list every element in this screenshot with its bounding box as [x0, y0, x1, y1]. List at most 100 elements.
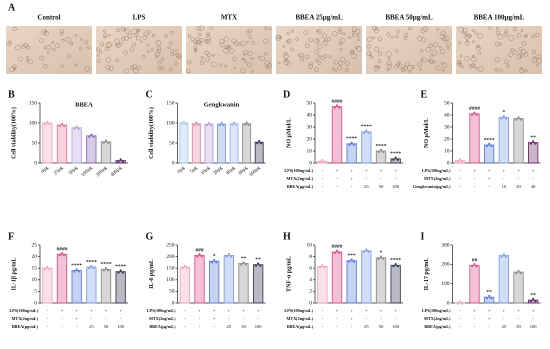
cell [340, 37, 345, 43]
cell [440, 30, 446, 36]
cell [282, 45, 286, 48]
cell [315, 58, 319, 62]
data-point [220, 121, 223, 125]
data-point [184, 122, 187, 126]
cell [403, 32, 409, 38]
cell [387, 64, 392, 70]
cell [498, 42, 503, 46]
cell [338, 30, 342, 34]
cell [438, 45, 442, 49]
cell [290, 29, 295, 33]
cell [344, 61, 350, 67]
cell [385, 51, 392, 57]
significance: **** [484, 137, 495, 143]
cell [25, 56, 29, 60]
cell [51, 41, 55, 45]
cell [231, 38, 237, 44]
cell [207, 53, 211, 58]
cell [395, 49, 399, 53]
condition-cell: + [503, 168, 506, 173]
condition-cell: - [459, 176, 461, 181]
condition-cell: - [322, 168, 324, 173]
condition-cell: - [184, 308, 186, 313]
data-point [180, 122, 183, 126]
y-tick-label: 10 [307, 148, 313, 154]
bar [498, 116, 509, 164]
data-point [73, 270, 76, 273]
condition-cell: - [395, 176, 397, 181]
data-point [490, 144, 493, 148]
y-tick-label: 50 [169, 140, 175, 146]
x-tick-label: 80μg [238, 165, 249, 176]
bar [484, 144, 495, 164]
condition-cell: - [91, 316, 93, 321]
panel-letter: C [146, 89, 153, 100]
condition-cell: 25 [502, 324, 507, 329]
x-tick-label: 200μg [96, 165, 109, 178]
condition-cell: + [228, 308, 231, 313]
cell [394, 34, 399, 39]
cell [118, 41, 123, 46]
cell [154, 51, 161, 57]
cell [131, 28, 137, 35]
data-point [475, 113, 478, 116]
cell [342, 32, 346, 36]
y-tick-label: 150 [166, 100, 175, 106]
cell [303, 30, 309, 35]
cell [23, 42, 28, 48]
cell [429, 54, 433, 58]
condition-cell: + [90, 308, 93, 313]
bar [469, 113, 480, 164]
cell [160, 66, 165, 71]
data-point [258, 139, 261, 143]
cell [373, 46, 380, 53]
cell [442, 68, 445, 72]
cell [286, 61, 292, 67]
cell [116, 28, 120, 33]
cell [309, 62, 314, 67]
data-point [517, 116, 520, 119]
data-point [323, 161, 326, 164]
condition-cell: 25 [364, 324, 369, 329]
data-point [532, 297, 535, 300]
image-label: BBEA 100μg/mL [474, 14, 525, 22]
data-point [44, 268, 47, 271]
condition-label: Gengkwanin(μg/mL) [413, 184, 451, 189]
cell [155, 40, 162, 46]
bar [254, 141, 264, 164]
cell [513, 50, 518, 56]
condition-label: LPS(100ng/mL) [284, 168, 313, 173]
cell [259, 55, 265, 62]
cell [395, 62, 401, 67]
condition-cell: + [105, 308, 108, 313]
cell [531, 49, 537, 55]
cell [199, 25, 205, 31]
cell [366, 36, 373, 43]
image-label: BBEA 50μg/mL [385, 14, 433, 22]
data-point [500, 117, 503, 120]
cell [146, 43, 150, 47]
condition-label: LPS(100ng/mL) [422, 308, 451, 313]
cell [242, 57, 246, 61]
data-point [323, 266, 326, 269]
data-point [352, 260, 355, 263]
cell [115, 43, 118, 47]
cell [18, 56, 24, 62]
panel-letter: G [146, 231, 154, 242]
x-tick-label: 160μg [249, 165, 262, 178]
data-point [60, 251, 64, 255]
significance: **** [115, 264, 126, 270]
cell [488, 26, 492, 30]
cell [372, 36, 376, 40]
y-tick-label: 150 [29, 100, 38, 106]
cell [121, 36, 126, 41]
data-point [222, 124, 225, 127]
significance: **** [86, 259, 97, 265]
cell [520, 29, 524, 33]
cell [459, 54, 463, 58]
data-point [377, 257, 380, 260]
bar [375, 150, 387, 164]
cell [440, 61, 444, 65]
cell [52, 47, 56, 51]
cell [151, 33, 156, 37]
